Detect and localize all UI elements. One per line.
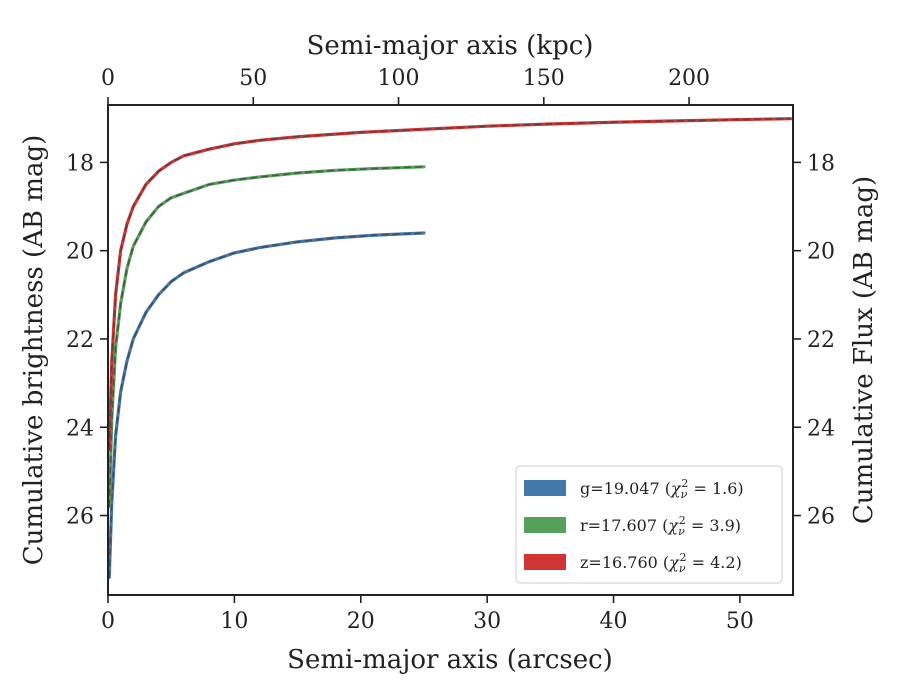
left-y-axis: 18 20 22 24 26	[66, 151, 108, 530]
top-tick-label-4: 200	[668, 66, 710, 91]
y-tick-label-4: 26	[66, 505, 94, 530]
right-y-axis-title: Cumulative Flux (AB mag)	[849, 176, 879, 524]
series-line-2	[107, 117, 793, 451]
plot-frame	[107, 104, 794, 596]
series-model-line-1	[108, 166, 424, 507]
x-tick-label-2: 20	[347, 609, 375, 634]
top-tick-label-0: 0	[101, 66, 115, 91]
x-tick-label-4: 40	[600, 609, 628, 634]
legend: g=19.047 (χν2 = 1.6) r=17.607 (χν2 = 3.9)…	[515, 465, 783, 584]
legend-frame	[515, 465, 783, 584]
legend-entries: g=19.047 (χν2 = 1.6) r=17.607 (χν2 = 3.9)…	[524, 477, 744, 575]
right-y-tick-label-1: 20	[807, 240, 835, 265]
series-model-line-0	[108, 232, 424, 578]
y-tick-label-2: 22	[66, 328, 94, 353]
right-y-tick-label-2: 22	[807, 328, 835, 353]
x-axis-title: Semi-major axis (arcsec)	[287, 645, 613, 675]
right-y-tick-label-0: 18	[807, 151, 835, 176]
x-tick-label-3: 30	[473, 609, 501, 634]
x-tick-label-1: 10	[220, 609, 248, 634]
legend-label-2: z=16.760 (χν2 = 4.2)	[580, 551, 742, 575]
legend-label-0: g=19.047 (χν2 = 1.6)	[580, 477, 744, 501]
top-tick-label-2: 100	[378, 66, 420, 91]
series-curves	[107, 117, 793, 579]
series-model-line-2	[108, 117, 791, 450]
top-tick-label-3: 150	[523, 66, 565, 91]
legend-swatch-2	[524, 554, 566, 570]
top-tick-label-1: 50	[239, 66, 267, 91]
series-line-0	[107, 231, 426, 579]
bottom-x-axis: 0 10 20 30 40 50	[101, 595, 754, 634]
right-y-axis: 18 20 22 24 26	[793, 151, 835, 530]
legend-swatch-1	[524, 517, 566, 533]
series-line-1	[107, 165, 426, 509]
x-tick-label-5: 50	[726, 609, 754, 634]
top-x-axis: 0 50 100 150 200	[101, 66, 710, 105]
right-y-tick-label-4: 26	[807, 505, 835, 530]
y-tick-label-0: 18	[66, 151, 94, 176]
right-y-tick-label-3: 24	[807, 416, 835, 441]
top-x-axis-title: Semi-major axis (kpc)	[307, 31, 594, 61]
x-tick-label-0: 0	[101, 609, 115, 634]
y-tick-label-3: 24	[66, 416, 94, 441]
y-tick-label-1: 20	[66, 240, 94, 265]
y-axis-title: Cumulative brightness (AB mag)	[19, 135, 49, 566]
legend-label-1: r=17.607 (χν2 = 3.9)	[580, 514, 741, 538]
legend-swatch-0	[524, 480, 566, 496]
